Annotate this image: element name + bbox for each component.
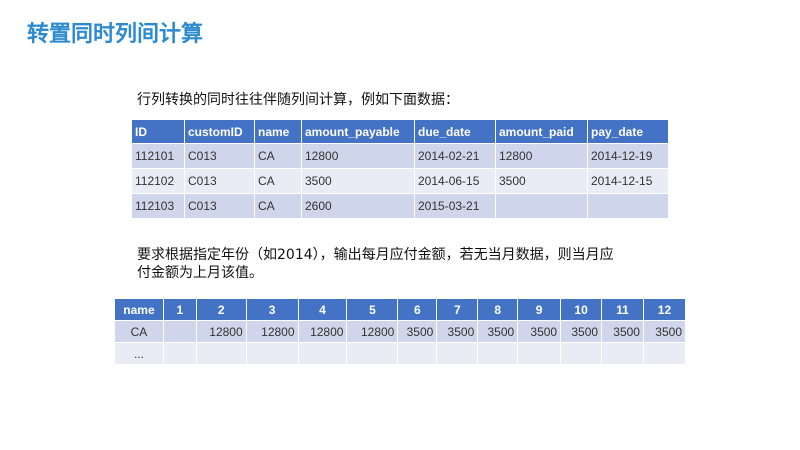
table-cell [517, 342, 562, 365]
table-cell: 3500 [436, 320, 479, 343]
table-cell: 12800 [301, 143, 415, 169]
table-cell: 2014-06-15 [414, 168, 496, 194]
table-cell: 3500 [397, 320, 438, 343]
table-cell: ... [114, 342, 164, 365]
column-header: name [114, 298, 164, 321]
source-table: ID customID name amount_payable due_date amou… [131, 119, 669, 219]
table-cell: 2600 [301, 193, 415, 219]
column-header: 6 [397, 298, 438, 321]
table-cell: 2014-02-21 [414, 143, 496, 169]
table-cell: CA [114, 320, 164, 343]
page-title: 转置同时列间计算 [27, 22, 204, 47]
table-row: 112101 C013 CA 12800 2014-02-21 12800 2014-12-… [131, 143, 669, 169]
table-cell [346, 342, 399, 365]
requirement-line-2: 付金额为上月该值。 [137, 265, 263, 281]
result-table: name 1 2 3 4 5 6 7 8 9 10 11 12 CA 12800 12800 12800 128… [114, 298, 687, 365]
column-header: due_date [414, 119, 496, 144]
table-cell: 2015-03-21 [414, 193, 496, 219]
table-cell [162, 342, 197, 365]
table-cell: 12800 [195, 320, 247, 343]
column-header: customID [184, 119, 255, 144]
table-cell: CA [254, 168, 302, 194]
table-cell: 12800 [346, 320, 399, 343]
table-cell: C013 [184, 143, 255, 169]
table-cell [436, 342, 479, 365]
table-cell [477, 342, 519, 365]
table-row: 112103 C013 CA 2600 2015-03-21 [131, 193, 669, 219]
table-cell: C013 [184, 193, 255, 219]
table-cell [495, 193, 588, 219]
table-cell: 3500 [560, 320, 603, 343]
table-cell: 12800 [245, 320, 299, 343]
table-cell: CA [254, 143, 302, 169]
table-row: 112102 C013 CA 3500 2014-06-15 3500 2014-12-15 [131, 168, 669, 194]
column-header: amount_payable [301, 119, 415, 144]
table-cell: CA [254, 193, 302, 219]
table-cell: 2014-12-19 [587, 143, 669, 169]
table-cell: 3500 [517, 320, 562, 343]
column-header: name [254, 119, 302, 144]
header-row: name 1 2 3 4 5 6 7 8 9 10 11 12 [114, 298, 687, 321]
header-row: ID customID name amount_payable due_date amou… [131, 119, 669, 144]
column-header: 12 [642, 298, 687, 321]
table-cell: 3500 [477, 320, 519, 343]
table-cell: 2014-12-15 [587, 168, 669, 194]
table-cell [397, 342, 438, 365]
table-cell: 12800 [495, 143, 588, 169]
table-cell [601, 342, 644, 365]
column-header: 9 [517, 298, 562, 321]
column-header: 4 [297, 298, 348, 321]
column-header: 11 [601, 298, 644, 321]
table-cell: 112101 [131, 143, 185, 169]
column-header: pay_date [587, 119, 669, 144]
column-header: 7 [436, 298, 479, 321]
table-cell [162, 320, 197, 343]
intro-text: 行列转换的同时往往伴随列间计算，例如下面数据： [137, 92, 459, 108]
table-row: ... [114, 342, 687, 365]
table-cell: 3500 [642, 320, 687, 343]
table-cell [195, 342, 247, 365]
table-cell: 112102 [131, 168, 185, 194]
column-header: 1 [162, 298, 197, 321]
table-row: CA 12800 12800 12800 12800 3500 3500 3500 3500 35… [114, 320, 687, 343]
table-cell: 12800 [297, 320, 348, 343]
table-cell: C013 [184, 168, 255, 194]
column-header: 5 [346, 298, 399, 321]
column-header: 8 [477, 298, 519, 321]
table-cell [560, 342, 603, 365]
table-cell [297, 342, 348, 365]
table-cell: 3500 [301, 168, 415, 194]
table-cell [587, 193, 669, 219]
column-header: 2 [195, 298, 247, 321]
table-cell [245, 342, 299, 365]
column-header: 3 [245, 298, 299, 321]
column-header: 10 [560, 298, 603, 321]
column-header: amount_paid [495, 119, 588, 144]
column-header: ID [131, 119, 185, 144]
table-cell: 112103 [131, 193, 185, 219]
table-cell: 3500 [495, 168, 588, 194]
requirement-line-1: 要求根据指定年份（如2014），输出每月应付金额，若无当月数据，则当月应 [137, 247, 614, 263]
table-cell: 3500 [601, 320, 644, 343]
table-cell [642, 342, 687, 365]
